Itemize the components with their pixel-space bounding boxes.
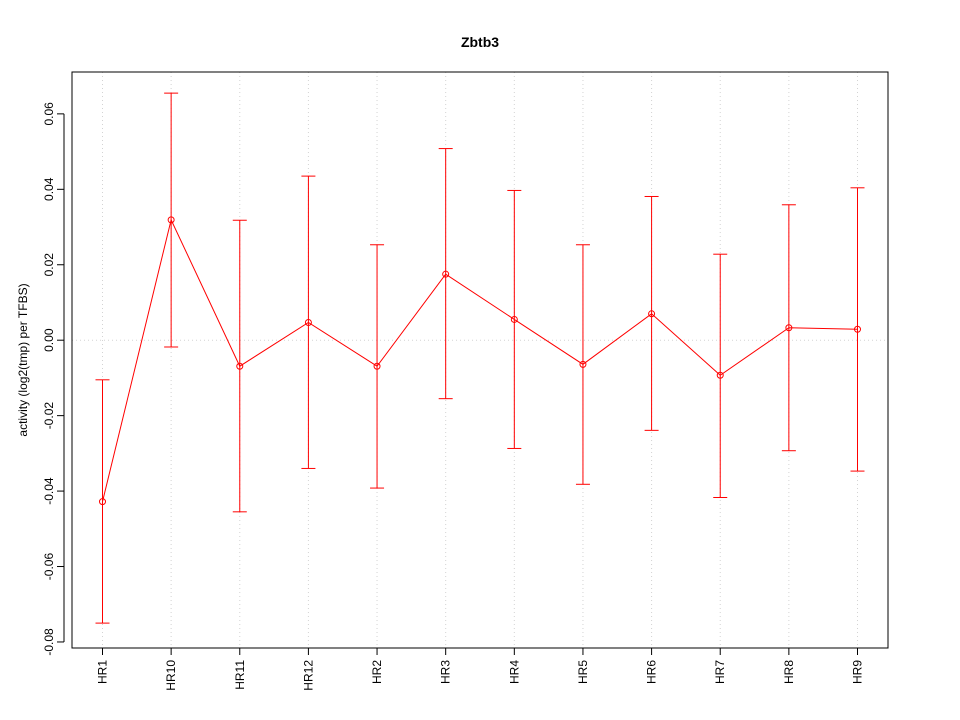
y-tick-label: 0.00 bbox=[42, 328, 56, 352]
y-axis-label: activity (log2(tmp) per TFBS) bbox=[16, 283, 30, 436]
x-tick-label: HR4 bbox=[507, 660, 521, 684]
series-line bbox=[102, 218, 858, 502]
data-point bbox=[510, 315, 518, 323]
y-tick-label: 0.04 bbox=[42, 177, 56, 201]
data-point bbox=[785, 324, 793, 332]
x-tick-label: HR2 bbox=[370, 660, 384, 684]
data-point bbox=[579, 360, 587, 368]
grid bbox=[72, 72, 888, 648]
x-tick-label: HR9 bbox=[851, 660, 865, 684]
x-tick-label: HR6 bbox=[645, 660, 659, 684]
x-tick-label: HR8 bbox=[782, 660, 796, 684]
x-tick-label: HR3 bbox=[439, 660, 453, 684]
x-tick-label: HR12 bbox=[301, 660, 315, 691]
x-tick-label: HR11 bbox=[233, 660, 247, 690]
axes: -0.08 -0.06 -0.04 -0.02 0.00 0.02 0.04 0.06 HR1 H… bbox=[42, 102, 865, 691]
y-tick-label: -0.04 bbox=[42, 477, 56, 505]
data-point bbox=[648, 310, 656, 318]
y-tick-label: -0.08 bbox=[42, 628, 56, 656]
data-point bbox=[373, 362, 381, 370]
data-point bbox=[854, 325, 861, 333]
y-tick-label: -0.06 bbox=[42, 553, 56, 581]
y-tick-label: 0.06 bbox=[42, 102, 56, 126]
x-tick-label: HR5 bbox=[576, 660, 590, 684]
chart-title: Zbtb3 bbox=[461, 34, 499, 50]
x-tick-label: HR1 bbox=[96, 660, 110, 684]
x-tick-label: HR10 bbox=[164, 660, 178, 691]
data-point bbox=[442, 270, 450, 278]
x-tick-label: HR7 bbox=[713, 660, 727, 684]
data-layer bbox=[95, 92, 865, 624]
data-point bbox=[167, 216, 175, 224]
data-point bbox=[99, 498, 106, 506]
data-point bbox=[716, 371, 724, 379]
y-tick-label: 0.02 bbox=[42, 253, 56, 277]
y-tick-label: -0.02 bbox=[42, 402, 56, 430]
plot-frame bbox=[71, 71, 889, 649]
data-point bbox=[236, 362, 244, 370]
data-point bbox=[304, 318, 312, 326]
